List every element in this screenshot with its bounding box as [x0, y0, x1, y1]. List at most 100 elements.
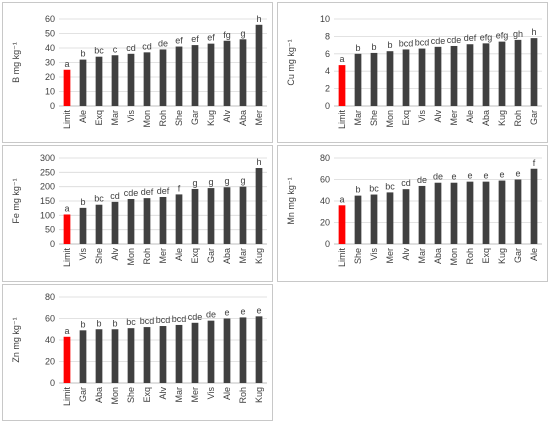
zn-bar: [127, 328, 135, 383]
fe-bar-label: bc: [94, 194, 104, 204]
b-bar: [191, 45, 199, 106]
cu-bar: [402, 49, 410, 106]
cu-bar: [354, 53, 362, 106]
fe-bar: [111, 201, 119, 244]
b-xtick-label: Exq: [94, 110, 104, 126]
zn-ylabel: Zn mg kg⁻¹: [11, 317, 21, 362]
mn-bar: [466, 181, 474, 244]
mn-bar: [386, 192, 394, 244]
mn-ylabel: Mn mg kg⁻¹: [286, 177, 296, 224]
zn-bar: [239, 317, 247, 383]
zn-xtick-label: Limit: [62, 387, 72, 407]
cu-bar: [498, 41, 506, 107]
fe-bar: [175, 194, 183, 244]
mn-xtick-label: Alv: [401, 248, 411, 261]
cu-bar-label: gh: [513, 29, 523, 39]
mn-bar: [338, 205, 346, 244]
fe-xtick-label: Kug: [254, 248, 264, 264]
b-ylabel: B mg kg⁻¹: [11, 42, 21, 83]
mn-bar: [450, 182, 458, 244]
fe-xtick-label: Exq: [190, 248, 200, 264]
cu-bar: [370, 52, 378, 106]
b-xtick-label: Gar: [190, 110, 200, 125]
zn-xtick-label: Mon: [110, 387, 120, 405]
b-xtick-label: Vis: [126, 110, 136, 123]
cu-bar-label: cde: [447, 35, 462, 45]
mn-xtick-label: Roh: [465, 248, 475, 265]
fe-ytick-label: 250: [40, 167, 55, 177]
zn-bar-label: de: [206, 310, 216, 320]
mn-bar-label: cd: [401, 178, 411, 188]
mn-bar-label: de: [417, 175, 427, 185]
b-xtick-label: Mon: [142, 110, 152, 128]
mn-xtick-label: Exq: [481, 248, 491, 264]
fe-xtick-label: Roh: [142, 248, 152, 265]
mn-bar-label: b: [355, 185, 360, 195]
b-bar: [143, 52, 151, 106]
mn-ytick-label: 20: [320, 218, 330, 228]
mn-bar: [370, 194, 378, 244]
b-xtick-label: Ale: [78, 110, 88, 123]
b-ytick-label: 0: [50, 101, 55, 111]
cu-ytick-label: 6: [325, 49, 330, 59]
mn-ytick-label: 80: [320, 153, 330, 163]
b-bar: [239, 39, 247, 106]
mn-bar-label: e: [467, 171, 472, 181]
zn-bar-label: bcd: [156, 315, 171, 325]
cu-bar: [450, 45, 458, 106]
zn-bar-label: bc: [126, 317, 136, 327]
b-bar: [175, 46, 183, 106]
fe-ytick-label: 0: [50, 239, 55, 249]
fe-bar: [63, 214, 71, 244]
b-ytick-label: 40: [45, 43, 55, 53]
zn-xtick-label: She: [126, 387, 136, 403]
b-bar-label: cd: [142, 41, 152, 51]
zn-xtick-label: Aba: [94, 387, 104, 403]
b-bar: [111, 55, 119, 106]
b-bar-label: ef: [175, 36, 183, 46]
fe-xtick-label: Alv: [110, 248, 120, 261]
cu-bar: [514, 39, 522, 106]
zn-xtick-label: Alv: [158, 387, 168, 400]
cu-ytick-label: 2: [325, 84, 330, 94]
b-bar-label: h: [256, 14, 261, 24]
cu-xtick-label: Kug: [497, 110, 507, 126]
cu-bar: [530, 38, 538, 106]
b-bar-label: g: [240, 28, 245, 38]
fe-xtick-label: Ale: [174, 248, 184, 261]
mn-xtick-label: Gar: [513, 248, 523, 263]
cu-bar-label: def: [464, 33, 477, 43]
b-bar-label: a: [64, 59, 69, 69]
cu-xtick-label: Limit: [337, 110, 347, 130]
mn-xtick-label: Ale: [529, 248, 539, 261]
zn-xtick-label: Kug: [254, 387, 264, 403]
b-ytick-label: 50: [45, 29, 55, 39]
mn-bar: [482, 181, 490, 244]
mn-ytick-label: 0: [325, 239, 330, 249]
mn-xtick-label: Mon: [449, 248, 459, 266]
fe-bar-label: g: [240, 176, 245, 186]
zn-bar: [191, 322, 199, 383]
zn-bar: [175, 324, 183, 383]
fe-xtick-label: Limit: [62, 248, 72, 268]
b-xtick-label: Limit: [62, 110, 72, 130]
b-bar-label: c: [113, 44, 118, 54]
zn-bar: [111, 329, 119, 383]
mn-bar-label: e: [483, 171, 488, 181]
b-xtick-label: Roh: [158, 110, 168, 127]
fe-bar-label: a: [64, 203, 69, 213]
b-xtick-label: She: [174, 110, 184, 126]
mn-xtick-label: Kug: [497, 248, 507, 264]
cu-xtick-label: She: [369, 110, 379, 126]
mn-ytick-label: 40: [320, 196, 330, 206]
b-bar-label: b: [80, 49, 85, 59]
mn-xtick-label: Mer: [385, 248, 395, 264]
mn-bar-label: e: [515, 169, 520, 179]
fe-bar-label: cde: [124, 188, 139, 198]
zn-bar-label: b: [96, 318, 101, 328]
zn-xtick-label: Mar: [174, 387, 184, 403]
b-bar: [127, 53, 135, 106]
cu-xtick-label: Roh: [513, 110, 523, 127]
b-bar: [255, 24, 263, 106]
fe-bar: [255, 168, 263, 244]
